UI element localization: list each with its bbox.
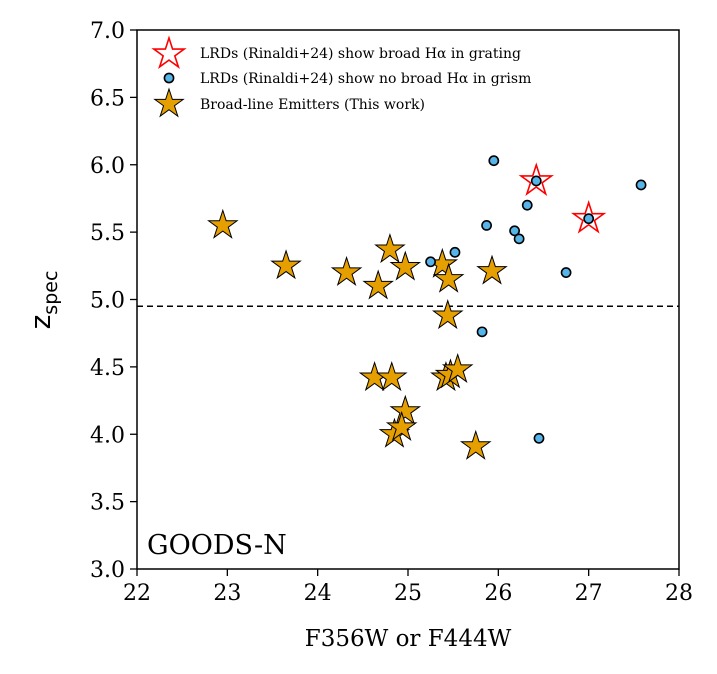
lrd-grism-point — [521, 199, 533, 211]
x-tick-label: 22 — [123, 581, 151, 606]
broadline-emitter-star — [389, 250, 422, 281]
legend-label-grism: LRDs (Rinaldi+24) show no broad Hα in gr… — [200, 71, 531, 87]
lrd-grism-point — [425, 256, 436, 268]
legend-star-open-icon — [151, 35, 187, 70]
x-tick-label: 25 — [394, 581, 422, 606]
y-axis-label: zspec — [24, 271, 62, 330]
x-tick-label: 28 — [665, 581, 693, 606]
x-axis-label: F356W or F444W — [305, 626, 512, 652]
legend-label-broadline: Broad-line Emitters (This work) — [200, 97, 425, 113]
broadline-emitter-star — [385, 410, 418, 441]
y-tick-label: 7.0 — [90, 19, 125, 44]
lrd-grism-point — [513, 233, 525, 245]
lrd-grism-point — [488, 155, 500, 167]
lrd-grism-point — [533, 432, 545, 444]
x-tick-label: 27 — [575, 581, 603, 606]
broadline-emitter-star — [330, 255, 363, 286]
legend-marker-grating-star — [151, 35, 187, 70]
legend: LRDs (Rinaldi+24) show broad Hα in grati… — [151, 35, 531, 118]
lrd-grism-point — [449, 246, 461, 258]
broadline-emitter-star — [270, 249, 302, 280]
lrd-grating-star — [570, 200, 607, 234]
broadline-emitter-star — [389, 394, 422, 425]
y-tick-label: 5.0 — [90, 289, 125, 314]
plot-area — [137, 155, 679, 460]
broadline-emitter-star — [207, 208, 239, 239]
broadline-emitter-star — [476, 254, 508, 285]
y-tick-label: 4.5 — [90, 356, 125, 381]
x-tick-label: 23 — [213, 581, 241, 606]
legend-label-grating: LRDs (Rinaldi+24) show broad Hα in grati… — [200, 46, 521, 62]
legend-star-filled-icon — [153, 87, 185, 118]
broadline-emitter-star — [431, 299, 464, 330]
y-tick-label: 6.5 — [90, 86, 125, 111]
y-tick-label: 6.0 — [90, 154, 125, 179]
y-tick-label: 5.5 — [90, 221, 125, 246]
lrd-grism-point — [509, 225, 520, 237]
y-axis-label-main: z — [24, 315, 57, 330]
legend-circle-icon — [163, 72, 175, 84]
y-tick-label: 4.0 — [90, 423, 125, 448]
lrd-grism-point — [635, 179, 647, 191]
lrd-grating-star — [518, 162, 554, 196]
y-axis-label-sub: spec — [40, 271, 62, 315]
y-tick-label: 3.5 — [90, 491, 125, 516]
x-tick-label: 26 — [484, 581, 512, 606]
lrd-grism-point — [481, 219, 492, 231]
lrd-grism-point — [583, 213, 595, 225]
legend-marker-broadline-star — [153, 87, 185, 118]
y-tick-label: 3.0 — [90, 558, 125, 583]
lrd-grism-point — [530, 175, 542, 187]
broadline-emitter-star — [432, 262, 465, 293]
svg-text:zspec: zspec — [24, 271, 62, 330]
x-tick-label: 24 — [304, 581, 332, 606]
broadline-emitter-star — [374, 233, 406, 264]
axis-ticks: 22 23 24 25 26 27 28 3.0 3.5 4.0 4.5 5.0 5.5 6.0 6.5 7.… — [90, 19, 693, 606]
broadline-emitter-star — [362, 269, 394, 300]
broadline-emitter-star — [375, 361, 408, 392]
broadline-emitter-star — [459, 429, 492, 460]
lrd-grism-point — [560, 267, 572, 278]
lrd-grism-point — [476, 326, 488, 338]
broadline-emitter-star — [441, 352, 474, 384]
legend-marker-grism-circle — [163, 72, 175, 84]
field-annotation: GOODS-N — [147, 530, 287, 561]
